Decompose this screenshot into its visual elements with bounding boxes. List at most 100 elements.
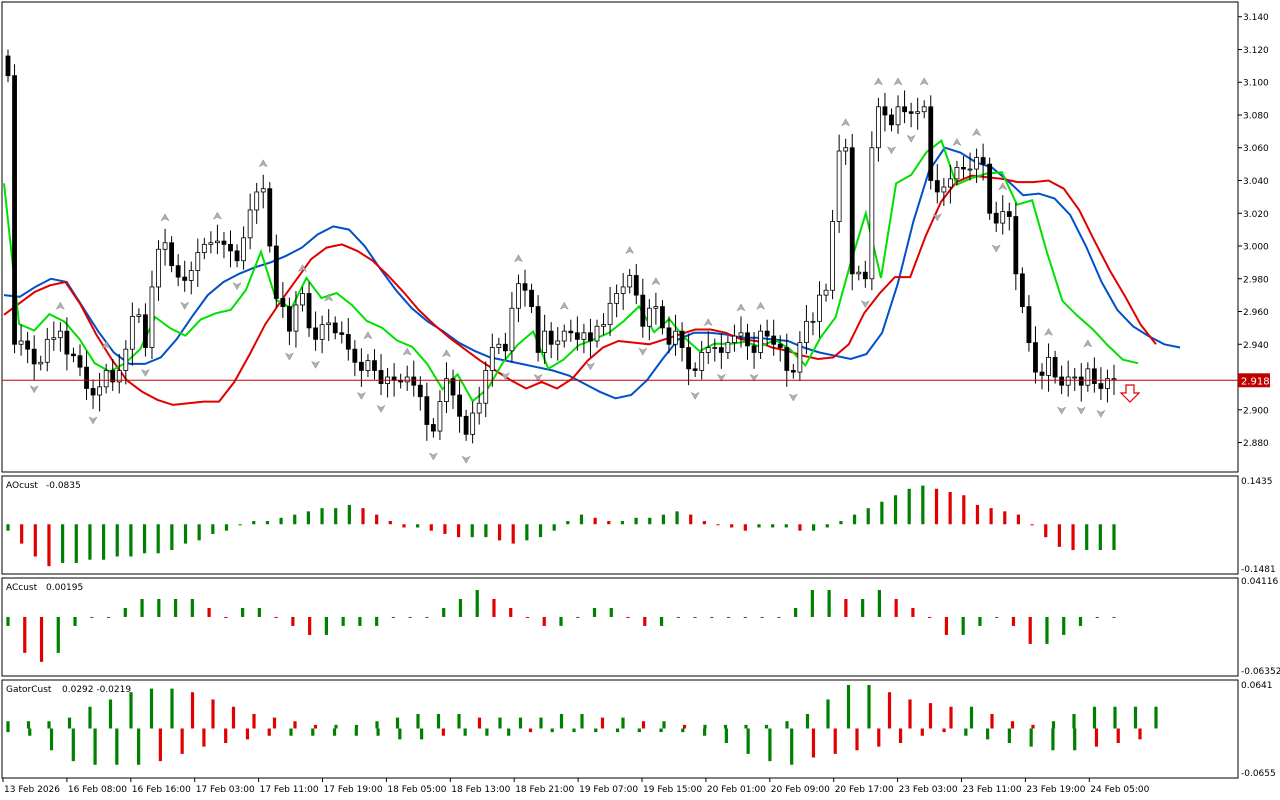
candle <box>692 362 698 378</box>
fractal-arrow-icon <box>755 301 766 310</box>
histogram-bar <box>190 599 194 617</box>
x-tick-label: 24 Feb 05:00 <box>1090 785 1149 795</box>
histogram-bar <box>231 706 236 729</box>
candle <box>594 319 600 348</box>
histogram-bar <box>74 524 78 563</box>
candle <box>673 314 678 356</box>
y-tick-label: 2.980 <box>1243 275 1269 285</box>
histogram-bar <box>320 508 324 525</box>
candle <box>941 178 947 206</box>
fractal-arrow-icon <box>841 118 851 127</box>
histogram-bar <box>1095 616 1099 618</box>
candle <box>934 164 940 204</box>
histogram-bar <box>90 616 94 618</box>
histogram-bar <box>525 616 530 618</box>
gator-histogram <box>6 684 1158 765</box>
histogram-bar <box>702 521 706 525</box>
histogram-bar <box>576 616 580 618</box>
histogram-bar <box>509 607 513 617</box>
x-tick-label: 20 Feb 17:00 <box>835 785 894 795</box>
candle <box>830 209 835 300</box>
histogram-bar <box>716 524 720 526</box>
histogram-bar <box>934 488 939 525</box>
histogram-bar <box>492 599 496 617</box>
histogram-bar <box>944 616 949 635</box>
fractal-arrow-icon <box>356 391 367 400</box>
histogram-bar <box>241 607 245 617</box>
histogram-bar <box>274 616 278 618</box>
histogram-bar <box>1072 713 1076 729</box>
histogram-bar <box>334 724 338 729</box>
y-tick-label: 3.040 <box>1243 177 1269 187</box>
candle <box>961 155 966 179</box>
price-tag-background <box>1238 373 1270 388</box>
panel-frames <box>1 1 1239 779</box>
histogram-bar <box>528 728 533 733</box>
histogram-bar <box>485 728 489 736</box>
ac-panel-frame <box>1 577 1239 677</box>
histogram-bar <box>867 684 871 729</box>
histogram-bar <box>771 524 775 528</box>
x-tick-label: 20 Feb 01:00 <box>707 785 766 795</box>
histogram-bar <box>272 717 277 729</box>
fractal-arrow-icon <box>441 349 452 358</box>
histogram-bar <box>648 517 652 525</box>
histogram-bar <box>1051 728 1055 751</box>
histogram-bar <box>115 728 119 765</box>
candle <box>771 319 777 356</box>
x-tick-label: 13 Feb 2026 <box>4 785 60 795</box>
histogram-bar <box>1031 724 1035 729</box>
candle <box>1078 363 1084 402</box>
candle <box>339 321 345 344</box>
histogram-bar <box>224 616 228 618</box>
histogram-bar <box>511 524 515 544</box>
candle <box>162 228 168 266</box>
histogram-bar <box>1154 706 1158 729</box>
histogram-bar <box>798 524 802 531</box>
histogram-bar <box>245 728 250 740</box>
candle <box>751 331 757 369</box>
candle <box>967 152 973 181</box>
candle <box>1065 360 1071 397</box>
fractal-arrow-icon <box>140 368 151 377</box>
fractal-arrow-icon <box>310 360 321 369</box>
histogram-bar <box>866 508 870 525</box>
fractal-arrow-icon <box>559 301 569 310</box>
histogram-bar <box>942 728 946 733</box>
indicator-scale-label: -0.1481 <box>1241 565 1276 575</box>
histogram-bar <box>1051 721 1056 729</box>
histogram-bar <box>659 728 663 733</box>
histogram-bar <box>398 728 402 740</box>
candle <box>1091 357 1097 393</box>
candlestick-series <box>5 49 1117 444</box>
candle <box>921 100 927 119</box>
fractal-arrow-icon <box>513 254 524 263</box>
histogram-bar <box>723 724 728 729</box>
histogram-bar <box>497 524 502 541</box>
histogram-bar <box>429 524 433 531</box>
histogram-bar <box>964 728 968 736</box>
histogram-bar <box>6 721 10 729</box>
candle <box>457 381 462 433</box>
down-arrow-icon[interactable] <box>1119 384 1141 403</box>
histogram-bar <box>293 514 297 525</box>
histogram-bar <box>252 521 256 525</box>
candle <box>502 332 508 360</box>
candle <box>241 226 246 270</box>
candle <box>686 333 692 386</box>
histogram-bar <box>990 713 994 729</box>
histogram-bar <box>746 728 750 754</box>
candle <box>790 363 796 379</box>
fractal-arrow-icon <box>625 246 635 255</box>
candle <box>542 314 548 364</box>
histogram-bar <box>324 616 328 635</box>
histogram-bar <box>375 721 379 729</box>
histogram-bar <box>442 607 446 617</box>
candle <box>620 273 626 310</box>
histogram-bar <box>458 599 463 617</box>
ma-mid-line <box>3 174 1157 406</box>
time-axis[interactable]: 13 Feb 2026 16 Feb 08:00 16 Feb 16:00 17 Fe… <box>2 778 1150 795</box>
histogram-bar <box>252 713 256 729</box>
candle <box>5 49 11 83</box>
